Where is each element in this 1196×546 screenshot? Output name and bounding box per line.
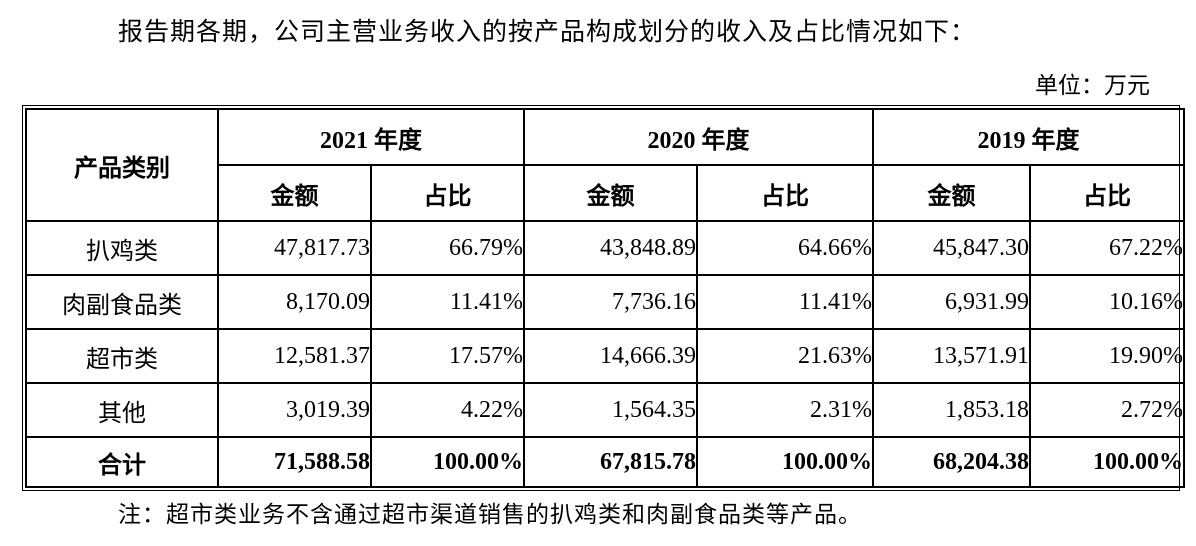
- amount-cell: 3,019.39: [217, 382, 372, 438]
- table-total-row: 合计 71,588.58 100.00% 67,815.78 100.00% 6…: [25, 436, 1185, 488]
- amount-cell: 12,581.37: [217, 328, 372, 384]
- product-category-cell: 扒鸡类: [25, 220, 219, 276]
- revenue-by-product-table: 产品类别 2021 年度 2020 年度 2019 年度 金额 占比 金额 占比…: [25, 108, 1185, 488]
- total-amount-cell: 67,815.78: [523, 436, 698, 488]
- amount-cell: 1,564.35: [523, 382, 698, 438]
- total-ratio-cell: 100.00%: [696, 436, 874, 488]
- table-row: 超市类 12,581.37 17.57% 14,666.39 21.63% 13…: [25, 328, 1185, 384]
- amount-header-2020: 金额: [523, 164, 698, 222]
- table-header: 产品类别 2021 年度 2020 年度 2019 年度 金额 占比 金额 占比…: [25, 108, 1185, 222]
- revenue-table-border: 产品类别 2021 年度 2020 年度 2019 年度 金额 占比 金额 占比…: [22, 105, 1185, 491]
- total-label-cell: 合计: [25, 436, 219, 488]
- table-row: 其他 3,019.39 4.22% 1,564.35 2.31% 1,853.1…: [25, 382, 1185, 438]
- table-row: 扒鸡类 47,817.73 66.79% 43,848.89 64.66% 45…: [25, 220, 1185, 276]
- ratio-header-2019: 占比: [1029, 164, 1185, 222]
- ratio-cell: 66.79%: [370, 220, 525, 276]
- product-category-cell: 超市类: [25, 328, 219, 384]
- unit-label: 单位：万元: [1035, 73, 1150, 98]
- ratio-cell: 10.16%: [1029, 274, 1185, 330]
- total-ratio-cell: 100.00%: [370, 436, 525, 488]
- table-header-metrics-row: 金额 占比 金额 占比 金额 占比: [26, 164, 1185, 222]
- ratio-header-2020: 占比: [696, 164, 874, 222]
- amount-cell: 14,666.39: [523, 328, 698, 384]
- amount-header-2021: 金额: [217, 164, 372, 222]
- ratio-cell: 2.31%: [696, 382, 874, 438]
- amount-cell: 7,736.16: [523, 274, 698, 330]
- product-category-cell: 肉副食品类: [25, 274, 219, 330]
- ratio-cell: 19.90%: [1029, 328, 1185, 384]
- product-category-cell: 其他: [25, 382, 219, 438]
- table-body: 扒鸡类 47,817.73 66.79% 43,848.89 64.66% 45…: [25, 220, 1185, 488]
- ratio-cell: 21.63%: [696, 328, 874, 384]
- table-header-years-row: 产品类别 2021 年度 2020 年度 2019 年度: [25, 108, 1185, 222]
- total-amount-cell: 71,588.58: [217, 436, 372, 488]
- ratio-cell: 2.72%: [1029, 382, 1185, 438]
- total-ratio-cell: 100.00%: [1029, 436, 1185, 488]
- amount-cell: 47,817.73: [217, 220, 372, 276]
- year-header-2021: 2021 年度: [217, 108, 525, 166]
- ratio-cell: 4.22%: [370, 382, 525, 438]
- year-header-2019: 2019 年度: [872, 108, 1185, 166]
- year-header-2020: 2020 年度: [523, 108, 874, 166]
- amount-cell: 1,853.18: [872, 382, 1031, 438]
- ratio-header-2021: 占比: [370, 164, 525, 222]
- ratio-cell: 17.57%: [370, 328, 525, 384]
- ratio-cell: 11.41%: [370, 274, 525, 330]
- ratio-cell: 67.22%: [1029, 220, 1185, 276]
- ratio-cell: 11.41%: [696, 274, 874, 330]
- amount-cell: 6,931.99: [872, 274, 1031, 330]
- total-amount-cell: 68,204.38: [872, 436, 1031, 488]
- amount-header-2019: 金额: [872, 164, 1031, 222]
- amount-cell: 13,571.91: [872, 328, 1031, 384]
- footnote: 注：超市类业务不含通过超市渠道销售的扒鸡类和肉副食品类等产品。: [118, 502, 862, 527]
- category-column-header: 产品类别: [25, 108, 219, 222]
- page-title: 报告期各期，公司主营业务收入的按产品构成划分的收入及占比情况如下：: [118, 19, 977, 46]
- amount-cell: 8,170.09: [217, 274, 372, 330]
- ratio-cell: 64.66%: [696, 220, 874, 276]
- table-row: 肉副食品类 8,170.09 11.41% 7,736.16 11.41% 6,…: [25, 274, 1185, 330]
- amount-cell: 43,848.89: [523, 220, 698, 276]
- amount-cell: 45,847.30: [872, 220, 1031, 276]
